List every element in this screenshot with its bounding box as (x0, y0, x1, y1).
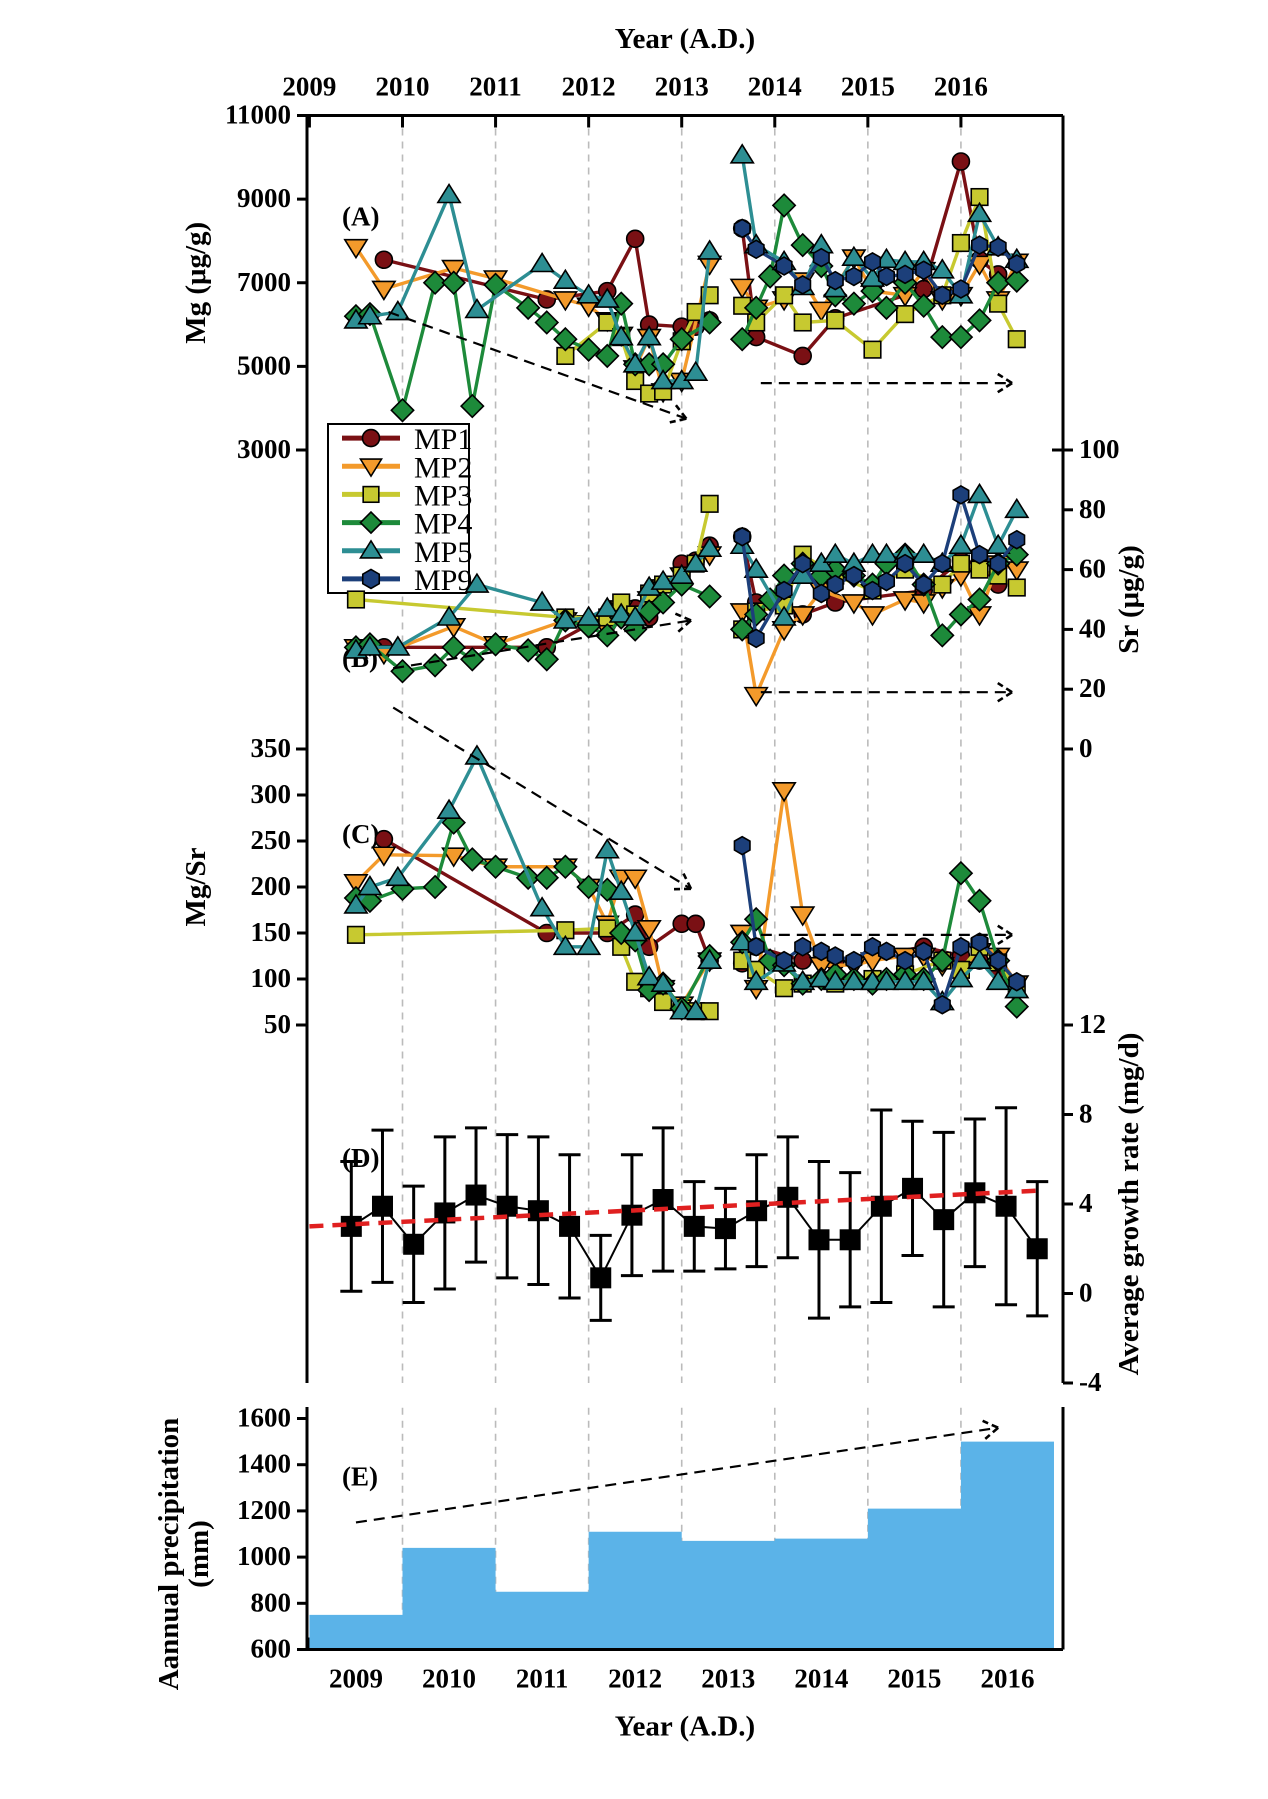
svg-text:-4: -4 (1079, 1367, 1102, 1397)
svg-text:2014: 2014 (794, 1664, 848, 1694)
svg-text:5000: 5000 (237, 350, 291, 380)
svg-text:200: 200 (251, 871, 292, 901)
svg-text:(D): (D) (342, 1143, 379, 1173)
svg-text:Aannual precipitation: Aannual precipitation (153, 1418, 185, 1691)
svg-text:Year (A.D.): Year (A.D.) (615, 23, 755, 55)
svg-text:1200: 1200 (237, 1495, 291, 1525)
svg-text:2009: 2009 (329, 1664, 383, 1694)
svg-text:1400: 1400 (237, 1449, 291, 1479)
svg-text:2011: 2011 (516, 1664, 569, 1694)
svg-text:100: 100 (251, 963, 292, 993)
svg-text:2016: 2016 (980, 1664, 1034, 1694)
svg-text:4: 4 (1079, 1188, 1093, 1218)
svg-text:0: 0 (1079, 1278, 1093, 1308)
svg-text:2013: 2013 (655, 72, 709, 102)
svg-text:0: 0 (1079, 733, 1093, 763)
svg-text:(mm): (mm) (183, 1520, 215, 1588)
svg-text:2011: 2011 (469, 72, 522, 102)
svg-text:50: 50 (264, 1009, 291, 1039)
svg-text:MP9: MP9 (414, 564, 472, 597)
svg-text:20: 20 (1079, 673, 1106, 703)
svg-text:2013: 2013 (701, 1664, 755, 1694)
svg-text:40: 40 (1079, 613, 1106, 643)
svg-text:Mg (μg/g): Mg (μg/g) (180, 222, 212, 344)
svg-text:2012: 2012 (608, 1664, 662, 1694)
svg-text:(C): (C) (342, 819, 379, 849)
svg-text:Sr (μg/g): Sr (μg/g) (1113, 545, 1145, 654)
svg-text:60: 60 (1079, 554, 1106, 584)
svg-text:9000: 9000 (237, 183, 291, 213)
svg-text:100: 100 (1079, 434, 1120, 464)
svg-text:7000: 7000 (237, 267, 291, 297)
svg-text:2010: 2010 (376, 72, 430, 102)
svg-text:2010: 2010 (422, 1664, 476, 1694)
svg-text:2009: 2009 (282, 72, 336, 102)
svg-text:2012: 2012 (562, 72, 616, 102)
svg-text:2015: 2015 (841, 72, 895, 102)
svg-text:250: 250 (251, 825, 292, 855)
svg-text:(A): (A) (342, 202, 379, 232)
svg-text:800: 800 (251, 1587, 292, 1617)
svg-text:80: 80 (1079, 494, 1106, 524)
svg-text:(E): (E) (342, 1462, 378, 1492)
svg-text:Year (A.D.): Year (A.D.) (615, 1711, 755, 1743)
svg-text:2015: 2015 (887, 1664, 941, 1694)
svg-text:350: 350 (251, 733, 292, 763)
svg-text:Average growth rate (mg/d): Average growth rate (mg/d) (1113, 1033, 1145, 1376)
svg-text:3000: 3000 (237, 434, 291, 464)
svg-text:Mg/Sr: Mg/Sr (180, 847, 212, 926)
svg-text:150: 150 (251, 917, 292, 947)
svg-text:12: 12 (1079, 1009, 1106, 1039)
svg-text:11000: 11000 (225, 100, 291, 130)
svg-text:600: 600 (251, 1634, 292, 1664)
svg-text:1600: 1600 (237, 1403, 291, 1433)
svg-text:1000: 1000 (237, 1541, 291, 1571)
svg-text:2014: 2014 (748, 72, 802, 102)
svg-text:2016: 2016 (934, 72, 988, 102)
svg-text:300: 300 (251, 779, 292, 809)
svg-text:8: 8 (1079, 1099, 1093, 1129)
